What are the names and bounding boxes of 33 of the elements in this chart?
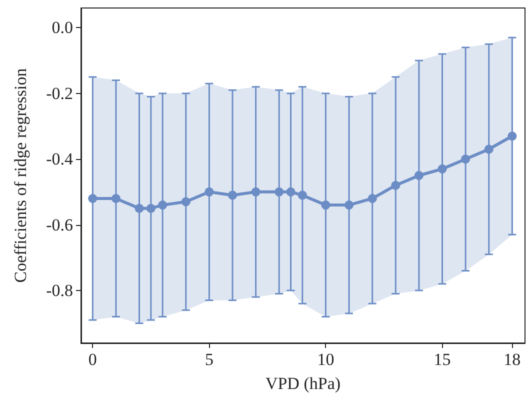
y-axis-title: Coefficients of ridge regression [11, 68, 30, 283]
y-tick-label: -0.8 [46, 280, 73, 300]
point [146, 204, 156, 213]
point [461, 154, 470, 164]
point [414, 171, 424, 180]
point [111, 194, 120, 203]
point [251, 187, 260, 196]
point [321, 200, 330, 210]
x-tick-label: 5 [204, 350, 214, 369]
x-tick-label: 15 [434, 350, 451, 369]
point [368, 194, 377, 203]
y-tick-label: -0.6 [46, 215, 73, 234]
point [344, 200, 354, 210]
point [88, 194, 98, 203]
point [134, 204, 144, 213]
point [286, 187, 296, 196]
x-tick-label: 0 [88, 350, 97, 369]
y-tick-label: -0.4 [46, 150, 74, 169]
point [438, 164, 447, 174]
x-tick-label: 18 [504, 350, 521, 369]
x-axis-title: VPD (hPa) [265, 374, 341, 393]
point [391, 180, 400, 190]
point [204, 187, 214, 196]
x-tick-label: 10 [317, 350, 334, 369]
point [158, 200, 168, 210]
point [181, 197, 190, 206]
point [508, 132, 517, 141]
point [274, 187, 284, 196]
point [228, 190, 237, 200]
point [298, 190, 307, 200]
point [484, 144, 494, 154]
y-tick-label: -0.2 [46, 84, 73, 103]
y-tick-label: 0.0 [52, 18, 73, 38]
